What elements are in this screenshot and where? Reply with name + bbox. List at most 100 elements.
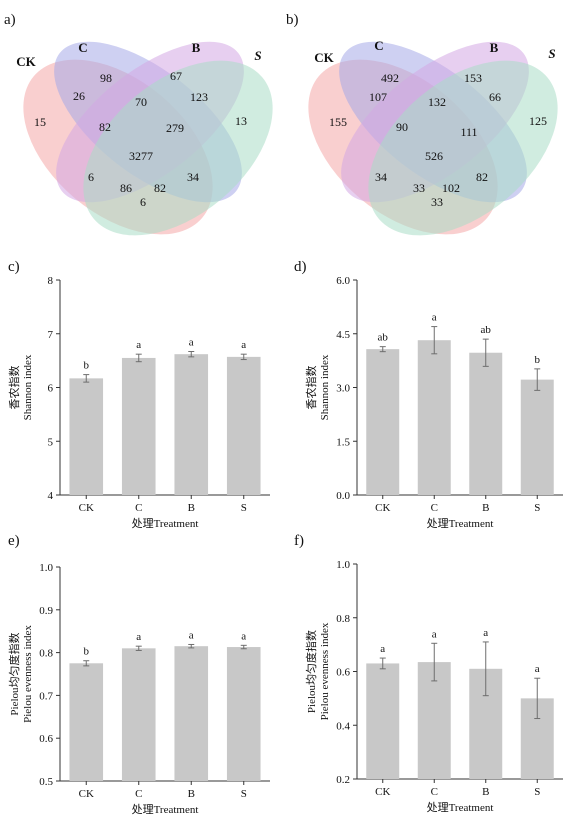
venn-a-ck-c-s: 6 bbox=[140, 195, 146, 209]
venn-a-c-s: 82 bbox=[154, 181, 166, 195]
y-tick-label: 0.6 bbox=[39, 733, 53, 745]
significance-letter: ab bbox=[481, 324, 492, 336]
panel-label-a: a) bbox=[4, 12, 16, 28]
y-tick-label: 6.0 bbox=[336, 275, 350, 287]
venn-b-ck-b-s: 82 bbox=[476, 170, 488, 184]
venn-b-ck-c: 107 bbox=[369, 90, 387, 104]
venn-a-ck-c: 26 bbox=[73, 89, 85, 103]
y-tick-label: 0.0 bbox=[336, 490, 350, 502]
significance-letter: a bbox=[136, 631, 141, 643]
significance-letter: a bbox=[380, 643, 385, 655]
panel-label-e: e) bbox=[8, 533, 20, 549]
y-tick-label: 4 bbox=[48, 490, 54, 502]
venn-b-ck-b: 33 bbox=[413, 181, 425, 195]
x-axis-title: 处理Treatment bbox=[427, 517, 494, 530]
bar-c bbox=[417, 340, 451, 495]
x-tick-label: CK bbox=[375, 786, 390, 798]
venn-a-b-only: 67 bbox=[170, 69, 182, 83]
significance-letter: b bbox=[84, 646, 90, 658]
venn-a: a) CK C B S 15 98 67 13 26 70 123 82 279… bbox=[4, 12, 273, 236]
significance-letter: a bbox=[483, 627, 488, 639]
venn-b: b) CK C B S 155 492 153 125 107 132 66 9… bbox=[286, 12, 558, 236]
y-tick-label: 1.0 bbox=[39, 562, 53, 574]
y-tick-label: 4.5 bbox=[336, 329, 350, 341]
y-tick-label: 7 bbox=[48, 329, 54, 341]
significance-letter: b bbox=[84, 360, 90, 372]
venn-b-ck-c-b: 90 bbox=[396, 120, 408, 134]
bar-s bbox=[520, 379, 554, 495]
y-tick-label: 1.0 bbox=[336, 559, 350, 571]
y-axis-title-en: Shannon index bbox=[319, 354, 331, 420]
x-tick-label: C bbox=[431, 502, 438, 514]
y-tick-label: 6 bbox=[48, 383, 54, 395]
venn-b-b-s: 66 bbox=[489, 90, 501, 104]
venn-b-c-b: 132 bbox=[428, 95, 446, 109]
x-tick-label: B bbox=[188, 788, 195, 800]
venn-b-set-b: B bbox=[490, 40, 499, 55]
x-tick-label: S bbox=[534, 786, 540, 798]
y-tick-label: 0.9 bbox=[39, 605, 53, 617]
y-axis-title-cn: 香农指数 bbox=[304, 366, 318, 410]
venn-a-c-b-s: 279 bbox=[166, 121, 184, 135]
venn-b-all: 526 bbox=[425, 149, 443, 163]
venn-b-c-b-s: 111 bbox=[460, 125, 477, 139]
y-axis-title-en: Pielou evenness index bbox=[22, 625, 34, 723]
venn-b-set-s: S bbox=[548, 46, 555, 61]
y-tick-label: 3.0 bbox=[336, 383, 350, 395]
venn-b-ck-s: 34 bbox=[375, 170, 387, 184]
x-tick-label: B bbox=[188, 502, 195, 514]
venn-b-s-only: 125 bbox=[529, 114, 547, 128]
significance-letter: a bbox=[241, 630, 246, 642]
significance-letter: a bbox=[432, 628, 437, 640]
x-tick-label: C bbox=[431, 786, 438, 798]
bar-chart-f: f) 0.2 0.4 0.6 0.8 1.0 a CK a Ca Ba S 处理Treatment Pie… bbox=[294, 533, 563, 814]
x-tick-label: C bbox=[135, 788, 142, 800]
bar-ck bbox=[69, 378, 104, 495]
y-tick-label: 0.5 bbox=[39, 776, 53, 788]
panel-label-b: b) bbox=[286, 12, 299, 28]
significance-letter: ab bbox=[378, 332, 389, 344]
y-tick-label: 0.8 bbox=[336, 613, 350, 625]
x-tick-label: C bbox=[135, 502, 142, 514]
panel-label-c: c) bbox=[8, 259, 20, 275]
bar-chart-c: c) 4 5 6 7 8 b CK a Ca Ba S 处理Treatment 香农指数 Shannon i… bbox=[7, 259, 270, 530]
x-axis-title: 处理Treatment bbox=[427, 801, 494, 814]
y-tick-label: 0.7 bbox=[39, 690, 53, 702]
y-axis-title-cn: Pielou均匀度指数 bbox=[304, 630, 318, 713]
bar-c bbox=[121, 648, 156, 781]
venn-a-set-ck: CK bbox=[16, 54, 36, 69]
venn-a-ck-b-s: 34 bbox=[187, 170, 199, 184]
venn-b-set-ck: CK bbox=[314, 50, 334, 65]
x-tick-label: B bbox=[482, 786, 489, 798]
y-axis-title-cn: 香农指数 bbox=[7, 366, 21, 410]
venn-a-set-c: C bbox=[78, 40, 87, 55]
x-axis-title: 处理Treatment bbox=[132, 803, 199, 816]
bar-b bbox=[174, 646, 209, 781]
y-tick-label: 1.5 bbox=[336, 436, 350, 448]
venn-a-ellipse-s bbox=[83, 60, 273, 236]
venn-a-c-only: 98 bbox=[100, 71, 112, 85]
venn-a-ck-b: 86 bbox=[120, 181, 132, 195]
venn-a-set-b: B bbox=[192, 40, 201, 55]
x-tick-label: CK bbox=[79, 502, 94, 514]
venn-a-s-only: 13 bbox=[235, 114, 247, 128]
venn-b-set-c: C bbox=[374, 38, 383, 53]
venn-a-ck-c-b: 82 bbox=[99, 120, 111, 134]
significance-letter: b bbox=[535, 354, 541, 366]
significance-letter: a bbox=[241, 339, 246, 351]
x-tick-label: S bbox=[534, 502, 540, 514]
x-tick-label: B bbox=[482, 502, 489, 514]
venn-a-b-s: 123 bbox=[190, 90, 208, 104]
venn-b-ck-c-s: 33 bbox=[431, 195, 443, 209]
bar-chart-e: e) 0.5 0.6 0.7 0.8 0.9 1.0 b CK a Ca Ba S 处理Treatment… bbox=[7, 533, 270, 816]
panel-label-d: d) bbox=[294, 259, 307, 275]
venn-a-set-s: S bbox=[254, 48, 261, 63]
bar-s bbox=[226, 356, 261, 495]
bar-s bbox=[226, 647, 261, 781]
venn-b-ellipse-s bbox=[368, 60, 558, 236]
y-tick-label: 0.6 bbox=[336, 667, 350, 679]
y-tick-label: 5 bbox=[48, 436, 54, 448]
bar-chart-d: d) 0.0 1.5 3.0 4.5 6.0 ab CK a Cab Bb S 处理Treatment 香… bbox=[294, 259, 563, 530]
venn-a-all: 3277 bbox=[129, 149, 153, 163]
